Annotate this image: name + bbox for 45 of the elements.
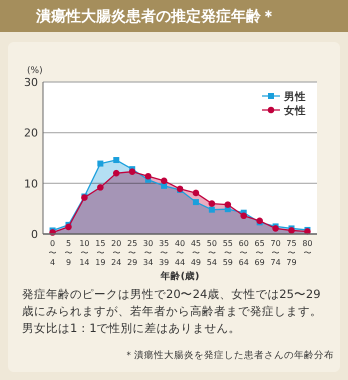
- text: ＊潰瘍性大腸炎を発症した患者さんの年齢分布: [124, 349, 334, 362]
- x-tick-label: 15〜19: [95, 239, 106, 267]
- x-tick-label: 30〜34: [143, 239, 154, 267]
- x-tick-label: 10〜14: [79, 239, 90, 267]
- point: [112, 170, 120, 176]
- point: [161, 182, 168, 189]
- point: [65, 224, 72, 230]
- y-tick-label: 20: [24, 126, 38, 140]
- text: 発症年齢のピークは男性で20〜24歳、女性では25〜29歳にみられますが、若年者から高齢者まで発症します。男女比は1：1で性別に差はありません。: [22, 286, 323, 337]
- y-tick-label: 30: [24, 76, 38, 89]
- x-tick-label: 75〜79: [286, 239, 297, 267]
- point: [97, 160, 104, 167]
- x-tick-label: 50〜54: [206, 239, 217, 267]
- point: [208, 200, 216, 207]
- point: [144, 172, 152, 180]
- x-axis-title: 年齢(歳): [160, 270, 200, 282]
- point: [192, 190, 200, 196]
- x-tick-label: 0〜4: [48, 239, 57, 267]
- point: [240, 212, 248, 220]
- y-tick-label: 0: [31, 228, 38, 241]
- legend-label: 女性: [283, 104, 306, 117]
- point: [288, 227, 295, 234]
- x-tick-label: 65〜69: [254, 239, 265, 267]
- x-tick-label: 5〜9: [64, 239, 72, 267]
- x-tick-label: 70〜74: [270, 239, 281, 267]
- x-tick-label: 45〜49: [190, 239, 202, 267]
- point: [192, 199, 199, 206]
- chart-title: 潰瘍性大腸炎患者の推定発症年齢＊: [0, 0, 348, 32]
- x-tick-label: 25〜29: [127, 239, 138, 267]
- y-axis-title: (%): [27, 66, 43, 76]
- legend-label: 男性: [283, 90, 306, 103]
- x-tick-label: 55〜59: [222, 239, 233, 267]
- x-tick-label: 60〜64: [238, 239, 249, 267]
- point: [113, 157, 120, 164]
- point: [224, 201, 232, 208]
- x-tick-label: 35〜39: [158, 239, 170, 267]
- point: [97, 184, 104, 191]
- point: [272, 225, 279, 232]
- x-tick-label: 40〜44: [174, 239, 186, 267]
- point: [160, 178, 168, 184]
- x-tick-label: 20〜24: [111, 239, 122, 267]
- point: [208, 206, 215, 213]
- y-tick-label: 10: [24, 177, 38, 190]
- point: [128, 168, 136, 175]
- x-tick-label: 80〜: [302, 239, 313, 258]
